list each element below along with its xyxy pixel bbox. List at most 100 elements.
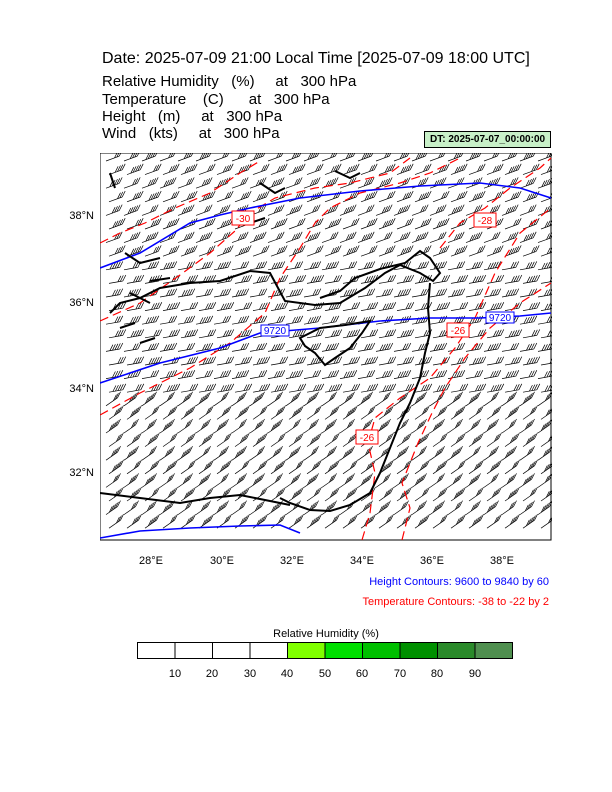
wind-barb [267,370,286,379]
wind-barb [162,486,178,502]
wind-barb [288,514,304,529]
wind-barb [468,302,487,311]
wind-barb [126,190,144,203]
wind-barb [159,153,176,162]
wind-barb [501,204,519,216]
wind-barb [450,405,466,420]
wind-barb [249,370,268,379]
wind-barb [177,446,193,461]
wind-barb [468,274,487,284]
wind-barb [303,231,321,243]
wind-barb [306,405,322,420]
field-line-height: Height (m) at 300 hPa [102,108,282,125]
wind-barb [108,190,126,203]
wind-barb [270,514,286,529]
wind-barb [303,288,322,298]
wind-barb [321,370,340,379]
wind-barb [504,274,523,284]
colorbar-box [212,642,251,659]
colorbar-tick: 90 [468,668,482,680]
wind-barb [375,153,392,162]
wind-barb [411,418,427,434]
wind-barb [468,405,484,420]
wind-barb [378,383,397,393]
wind-barb [393,231,411,243]
wind-barb [486,274,505,284]
wind-barb [249,446,265,461]
lat-label: 34°N [69,383,94,395]
wind-barb [105,473,121,488]
wind-barb [267,177,285,189]
wind-barb [126,329,145,339]
wind-barb [414,163,432,175]
wind-barb [306,432,322,447]
wind-barb [144,405,160,420]
wind-barb [522,356,541,366]
wind-barb [252,514,268,529]
wind-barb [375,391,391,407]
wind-barb [357,288,376,298]
wind-barb [450,486,466,502]
wind-barb [339,231,357,243]
wind-barb [432,190,450,203]
wind-barb [504,218,522,230]
wind-barb [159,288,178,298]
wind-barb [486,514,502,529]
wind-barb [141,418,157,434]
wind-barb [360,383,379,393]
wind-barb [501,391,517,407]
wind-barb [429,418,445,434]
wind-barb [342,329,361,339]
wind-barb [342,514,358,529]
wind-barb [432,432,448,447]
wind-barb [375,231,393,243]
wind-barb [468,329,487,339]
field-level: 300 hPa [223,125,280,142]
wind-barb [213,370,232,379]
wind-barb [396,218,414,230]
wind-barb [396,190,414,203]
wind-barb [159,473,175,488]
wind-barb [123,446,139,461]
wind-barb [324,405,340,420]
wind-barb [483,261,502,271]
wind-barb [519,500,535,515]
wind-barb [324,329,343,339]
wind-barb [378,486,394,502]
wind-barb [123,342,142,352]
wind-barb [180,356,199,366]
wind-barb [342,245,360,257]
wind-barb [537,343,552,352]
wind-barb [414,514,430,529]
wind-barb [288,218,306,230]
colorbar-box [249,642,288,659]
wind-barb [105,153,122,162]
field-level: 300 hPa [226,108,283,125]
field-unit: (m) [157,108,181,125]
wind-barb [213,231,231,243]
wind-barb [468,432,484,447]
wind-barb [378,274,397,284]
wind-barb [270,356,289,366]
wind-barb [378,245,396,257]
wind-barb [357,418,373,434]
wind-barb [519,342,538,352]
lon-label: 34°E [350,555,374,567]
colorbar-tick: 50 [318,668,332,680]
wind-barb [540,408,552,420]
wind-barb [465,231,483,243]
wind-barb [540,165,552,175]
wind-barb [123,500,139,515]
wind-barb [360,218,378,230]
wind-barb [249,315,268,325]
wind-barb [270,383,289,393]
wind-barb [288,329,307,339]
wind-barb [465,473,481,488]
wind-barb [537,153,552,162]
wind-barb [159,391,175,407]
wind-barb [285,261,304,271]
wind-barb [267,473,283,488]
wind-barb [213,500,229,515]
temp-contour [439,157,552,249]
wind-barb [447,418,463,434]
